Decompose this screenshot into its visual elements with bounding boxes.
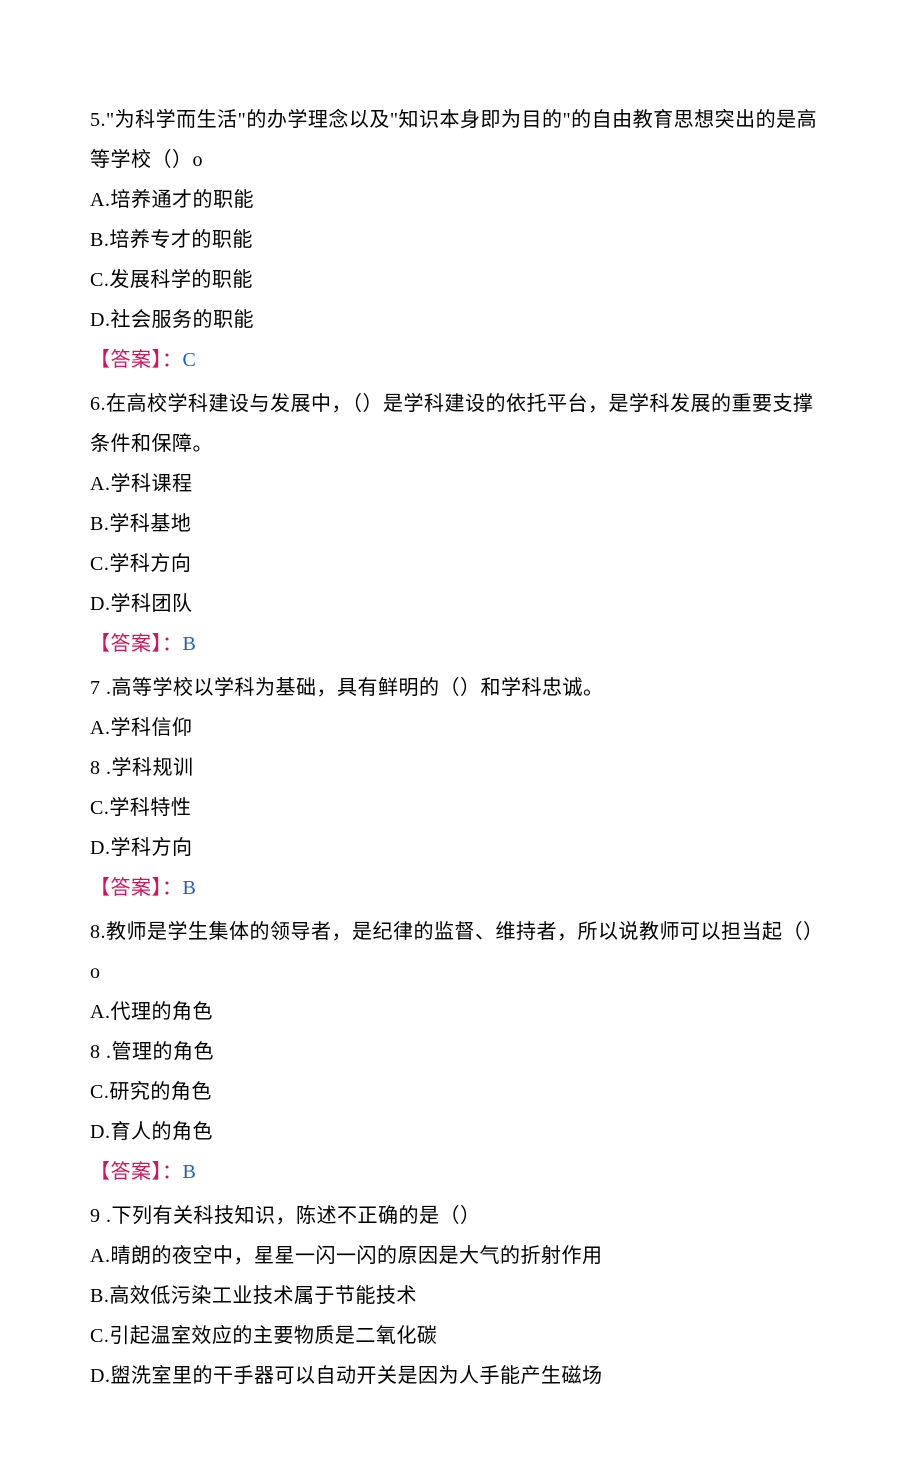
option-text: 培养专才的职能 <box>109 229 253 251</box>
option-label: A. <box>90 1245 110 1267</box>
option-d: D.学科方向 <box>90 828 830 868</box>
option-text: 学科特性 <box>109 797 191 819</box>
option-b: B.培养专才的职能 <box>90 220 830 260</box>
option-text: 发展科学的职能 <box>109 269 253 291</box>
option-c: C.学科方向 <box>90 544 830 584</box>
option-label: A. <box>90 1001 110 1023</box>
option-b: 8 .学科规训 <box>90 748 830 788</box>
option-text: .学科规训 <box>101 757 194 779</box>
option-text: 社会服务的职能 <box>110 309 254 331</box>
option-label: C. <box>90 553 109 575</box>
question-8: 8.教师是学生集体的领导者，是纪律的监督、维持者，所以说教师可以担当起（）o A… <box>90 912 830 1192</box>
option-a: A.培养通才的职能 <box>90 180 830 220</box>
option-text: 学科基地 <box>109 513 191 535</box>
option-text: .管理的角色 <box>101 1041 215 1063</box>
option-text: 学科信仰 <box>110 717 192 739</box>
option-a: A.学科课程 <box>90 464 830 504</box>
option-label: B. <box>90 513 109 535</box>
question-number: 8. <box>90 921 106 943</box>
option-label: C. <box>90 269 109 291</box>
answer-value: B <box>183 877 197 899</box>
option-c: C.研究的角色 <box>90 1072 830 1112</box>
question-body: 教师是学生集体的领导者，是纪律的监督、维持者，所以说教师可以担当起（）o <box>90 921 824 983</box>
option-text: 学科团队 <box>110 593 192 615</box>
option-c: C.引起温室效应的主要物质是二氧化碳 <box>90 1316 830 1356</box>
answer-value: B <box>183 1161 197 1183</box>
question-text: 7 .高等学校以学科为基础，具有鲜明的（）和学科忠诚。 <box>90 668 830 708</box>
option-a: A.晴朗的夜空中，星星一闪一闪的原因是大气的折射作用 <box>90 1236 830 1276</box>
question-text: 9 .下列有关科技知识，陈述不正确的是（） <box>90 1196 830 1236</box>
option-text: 研究的角色 <box>109 1081 212 1103</box>
option-label: B. <box>90 1285 109 1307</box>
option-label: B. <box>90 229 109 251</box>
question-7: 7 .高等学校以学科为基础，具有鲜明的（）和学科忠诚。 A.学科信仰 8 .学科… <box>90 668 830 908</box>
answer-line: 【答案】：B <box>90 868 830 908</box>
option-label: 8 <box>90 1041 101 1063</box>
answer-line: 【答案】：B <box>90 624 830 664</box>
option-label: D. <box>90 1365 110 1387</box>
option-label: C. <box>90 797 109 819</box>
option-text: 培养通才的职能 <box>110 189 254 211</box>
option-c: C.学科特性 <box>90 788 830 828</box>
question-body: "为科学而生活"的办学理念以及"知识本身即为目的"的自由教育思想突出的是高等学校… <box>90 109 817 171</box>
question-text: 5."为科学而生活"的办学理念以及"知识本身即为目的"的自由教育思想突出的是高等… <box>90 100 830 180</box>
option-label: A. <box>90 473 110 495</box>
answer-label: 【答案】： <box>90 877 183 899</box>
question-number: 7 <box>90 677 101 699</box>
question-text: 6.在高校学科建设与发展中，（）是学科建设的依托平台，是学科发展的重要支撑条件和… <box>90 384 830 464</box>
option-label: C. <box>90 1081 109 1103</box>
option-label: D. <box>90 1121 110 1143</box>
option-b: 8 .管理的角色 <box>90 1032 830 1072</box>
option-label: 8 <box>90 757 101 779</box>
question-number: 9 <box>90 1205 101 1227</box>
question-9: 9 .下列有关科技知识，陈述不正确的是（） A.晴朗的夜空中，星星一闪一闪的原因… <box>90 1196 830 1396</box>
option-text: 学科课程 <box>110 473 192 495</box>
option-text: 引起温室效应的主要物质是二氧化碳 <box>109 1325 437 1347</box>
answer-line: 【答案】：C <box>90 340 830 380</box>
option-d: D.盥洗室里的干手器可以自动开关是因为人手能产生磁场 <box>90 1356 830 1396</box>
option-text: 盥洗室里的干手器可以自动开关是因为人手能产生磁场 <box>110 1365 602 1387</box>
option-label: C. <box>90 1325 109 1347</box>
question-number: 6. <box>90 393 106 415</box>
answer-value: C <box>183 349 197 371</box>
option-text: 晴朗的夜空中，星星一闪一闪的原因是大气的折射作用 <box>110 1245 602 1267</box>
option-label: D. <box>90 837 110 859</box>
option-d: D.社会服务的职能 <box>90 300 830 340</box>
document-container: 5."为科学而生活"的办学理念以及"知识本身即为目的"的自由教育思想突出的是高等… <box>90 100 830 1396</box>
option-b: B.高效低污染工业技术属于节能技术 <box>90 1276 830 1316</box>
option-label: A. <box>90 717 110 739</box>
option-d: D.学科团队 <box>90 584 830 624</box>
option-text: 学科方向 <box>109 553 191 575</box>
option-a: A.学科信仰 <box>90 708 830 748</box>
option-label: D. <box>90 593 110 615</box>
question-6: 6.在高校学科建设与发展中，（）是学科建设的依托平台，是学科发展的重要支撑条件和… <box>90 384 830 664</box>
option-a: A.代理的角色 <box>90 992 830 1032</box>
answer-label: 【答案】： <box>90 1161 183 1183</box>
option-d: D.育人的角色 <box>90 1112 830 1152</box>
answer-label: 【答案】： <box>90 349 183 371</box>
question-body: 在高校学科建设与发展中，（）是学科建设的依托平台，是学科发展的重要支撑条件和保障… <box>90 393 814 455</box>
option-text: 高效低污染工业技术属于节能技术 <box>109 1285 417 1307</box>
question-5: 5."为科学而生活"的办学理念以及"知识本身即为目的"的自由教育思想突出的是高等… <box>90 100 830 380</box>
option-text: 代理的角色 <box>110 1001 213 1023</box>
question-body: .下列有关科技知识，陈述不正确的是（） <box>101 1205 481 1227</box>
option-label: A. <box>90 189 110 211</box>
question-body: .高等学校以学科为基础，具有鲜明的（）和学科忠诚。 <box>101 677 604 699</box>
option-label: D. <box>90 309 110 331</box>
option-text: 学科方向 <box>110 837 192 859</box>
answer-line: 【答案】：B <box>90 1152 830 1192</box>
answer-value: B <box>183 633 197 655</box>
option-c: C.发展科学的职能 <box>90 260 830 300</box>
question-number: 5. <box>90 109 106 131</box>
question-text: 8.教师是学生集体的领导者，是纪律的监督、维持者，所以说教师可以担当起（）o <box>90 912 830 992</box>
answer-label: 【答案】： <box>90 633 183 655</box>
option-text: 育人的角色 <box>110 1121 213 1143</box>
option-b: B.学科基地 <box>90 504 830 544</box>
